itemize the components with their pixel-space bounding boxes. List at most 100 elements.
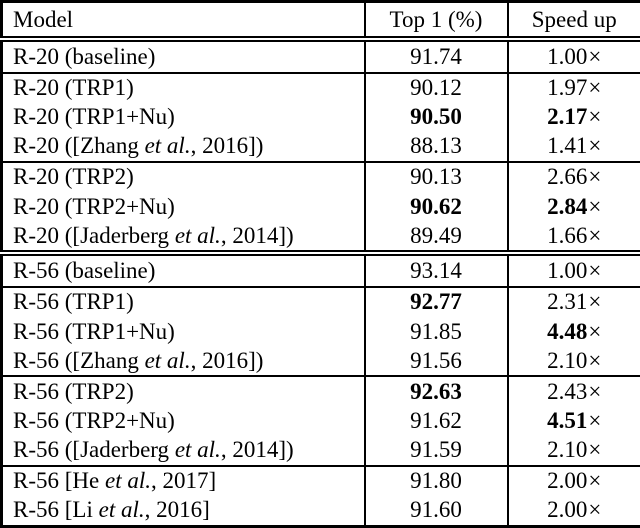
model-text: R-20 (TRP2+Nu) bbox=[13, 193, 175, 219]
model-text: R-56 ([Jaderberg bbox=[13, 437, 175, 463]
table-row: R-20 (TRP2) 90.13 2.66× bbox=[1, 161, 640, 192]
row-group: R-20 (TRP2) 90.13 2.66× R-20 (TRP2+Nu) 90.62… bbox=[1, 161, 640, 254]
model-cell: R-20 (TRP2) bbox=[1, 161, 366, 192]
speedup-cell: 1.66× bbox=[508, 221, 640, 253]
times-symbol: × bbox=[588, 222, 602, 248]
table-row: R-56 (TRP2) 92.63 2.43× bbox=[1, 376, 640, 407]
speedup-cell: 4.51× bbox=[508, 406, 640, 435]
top1-cell: 90.13 bbox=[364, 161, 509, 192]
model-text: R-20 ([Zhang bbox=[13, 133, 145, 159]
header-top1: Top 1 (%) bbox=[364, 1, 509, 39]
model-cell: R-20 (baseline) bbox=[1, 39, 366, 73]
etal-citation-text: et al. bbox=[144, 133, 191, 159]
model-text: R-20 ([Jaderberg bbox=[13, 222, 175, 248]
speedup-value: 1.00 bbox=[547, 258, 588, 284]
table-row: R-56 (TRP1+Nu) 91.85 4.48× bbox=[1, 317, 640, 347]
model-text: , 2016]) bbox=[190, 133, 264, 159]
top1-cell: 88.13 bbox=[364, 131, 509, 162]
model-text: R-56 (TRP1+Nu) bbox=[13, 318, 175, 344]
top1-cell: 91.56 bbox=[364, 346, 509, 377]
model-cell: R-56 (TRP2) bbox=[1, 376, 366, 407]
row-group: R-56 (baseline) 93.14 1.00× bbox=[1, 253, 640, 287]
header-model: Model bbox=[1, 1, 366, 39]
speedup-value: 2.00 bbox=[547, 497, 588, 523]
times-symbol: × bbox=[588, 258, 602, 284]
etal-citation-text: et al. bbox=[104, 468, 151, 494]
etal-citation-text: et al. bbox=[174, 437, 221, 463]
row-group: R-56 (TRP1) 92.77 2.31× R-56 (TRP1+Nu) 91.85… bbox=[1, 286, 640, 377]
speedup-value: 2.66 bbox=[547, 164, 588, 190]
etal-citation-text: et al. bbox=[174, 222, 221, 248]
table-header: Model Top 1 (%) Speed up bbox=[1, 1, 640, 39]
model-cell: R-20 (TRP1+Nu) bbox=[1, 102, 366, 132]
speedup-value: 2.31 bbox=[547, 289, 588, 315]
model-text: R-20 (baseline) bbox=[13, 43, 156, 69]
etal-citation-text: et al. bbox=[144, 347, 191, 373]
speedup-value: 4.48 bbox=[547, 318, 588, 344]
model-text: , 2017] bbox=[150, 468, 217, 494]
times-symbol: × bbox=[588, 318, 602, 344]
speedup-cell: 1.00× bbox=[508, 39, 640, 73]
speedup-value: 2.10 bbox=[547, 347, 588, 373]
speedup-value: 1.97 bbox=[547, 75, 588, 101]
speedup-value: 4.51 bbox=[547, 407, 588, 433]
table-row: R-56 (baseline) 93.14 1.00× bbox=[1, 253, 640, 287]
speedup-cell: 2.66× bbox=[508, 162, 640, 192]
speedup-value: 2.84 bbox=[547, 193, 588, 219]
model-text: R-56 (TRP2) bbox=[13, 378, 134, 404]
times-symbol: × bbox=[588, 193, 602, 219]
speedup-value: 1.41 bbox=[547, 133, 588, 159]
model-cell: R-20 (TRP2+Nu) bbox=[1, 191, 366, 222]
row-group: R-20 (baseline) 91.74 1.00× bbox=[1, 39, 640, 73]
table-row: R-20 (TRP1) 90.12 1.97× bbox=[1, 72, 640, 103]
times-symbol: × bbox=[588, 378, 602, 404]
top1-cell: 92.77 bbox=[364, 286, 509, 318]
model-text: R-56 (baseline) bbox=[13, 258, 156, 284]
top1-cell: 91.85 bbox=[364, 317, 509, 347]
model-text: R-20 (TRP1+Nu) bbox=[13, 104, 175, 130]
times-symbol: × bbox=[588, 497, 602, 523]
top1-cell: 91.74 bbox=[364, 39, 509, 73]
model-text: R-20 (TRP1) bbox=[13, 75, 134, 101]
model-cell: R-56 (TRP1) bbox=[1, 286, 366, 318]
model-text: , 2016]) bbox=[190, 347, 264, 373]
table-row: R-20 (TRP2+Nu) 90.62 2.84× bbox=[1, 191, 640, 222]
top1-cell: 91.80 bbox=[364, 465, 509, 496]
top1-cell: 90.62 bbox=[364, 191, 509, 222]
table-row: R-20 (TRP1+Nu) 90.50 2.17× bbox=[1, 102, 640, 132]
speedup-cell: 1.00× bbox=[508, 253, 640, 287]
table-row: R-56 ([Zhang et al., 2016]) 91.56 2.10× bbox=[1, 346, 640, 377]
model-cell: R-20 (TRP1) bbox=[1, 72, 366, 103]
top1-cell: 91.59 bbox=[364, 435, 509, 466]
speedup-cell: 1.97× bbox=[508, 73, 640, 103]
times-symbol: × bbox=[588, 289, 602, 315]
model-text: R-20 (TRP2) bbox=[13, 164, 134, 190]
times-symbol: × bbox=[588, 43, 602, 69]
header-row: Model Top 1 (%) Speed up bbox=[1, 1, 640, 39]
model-cell: R-20 ([Jaderberg et al., 2014]) bbox=[1, 221, 366, 254]
top1-cell: 92.63 bbox=[364, 376, 509, 407]
table-row: R-20 (baseline) 91.74 1.00× bbox=[1, 39, 640, 73]
top1-cell: 90.50 bbox=[364, 102, 509, 132]
table-row: R-56 [He et al., 2017] 91.80 2.00× bbox=[1, 465, 640, 496]
times-symbol: × bbox=[588, 75, 602, 101]
speedup-value: 1.66 bbox=[547, 222, 588, 248]
table-row: R-56 [Li et al., 2016] 91.60 2.00× bbox=[1, 495, 640, 527]
model-cell: R-56 [Li et al., 2016] bbox=[1, 495, 366, 527]
model-cell: R-56 ([Jaderberg et al., 2014]) bbox=[1, 435, 366, 466]
model-cell: R-56 (TRP1+Nu) bbox=[1, 317, 366, 347]
model-cell: R-56 (baseline) bbox=[1, 253, 366, 287]
table-row: R-20 ([Zhang et al., 2016]) 88.13 1.41× bbox=[1, 131, 640, 162]
speedup-cell: 2.84× bbox=[508, 192, 640, 221]
times-symbol: × bbox=[588, 468, 602, 494]
table-row: R-56 ([Jaderberg et al., 2014]) 91.59 2.10… bbox=[1, 435, 640, 466]
header-speedup: Speed up bbox=[531, 6, 617, 32]
table-row: R-56 (TRP1) 92.77 2.31× bbox=[1, 286, 640, 318]
times-symbol: × bbox=[588, 164, 602, 190]
speedup-cell: 4.48× bbox=[508, 317, 640, 346]
times-symbol: × bbox=[588, 347, 602, 373]
top1-cell: 93.14 bbox=[364, 253, 509, 287]
speedup-value: 2.43 bbox=[547, 378, 588, 404]
